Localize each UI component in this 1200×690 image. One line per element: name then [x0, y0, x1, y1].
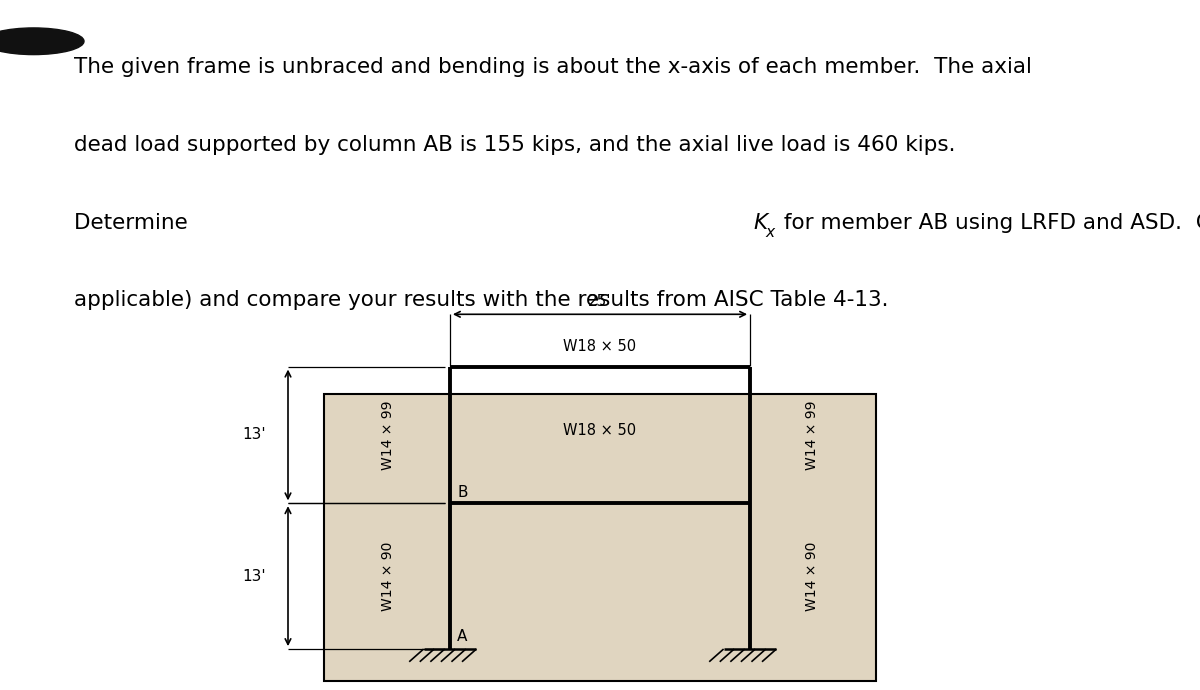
- Text: applicable) and compare your results with the results from AISC Table 4-13.: applicable) and compare your results wit…: [74, 290, 889, 310]
- Text: for member AB using LRFD and ASD.  Calculate the stiffness reduction factors (if: for member AB using LRFD and ASD. Calcul…: [778, 213, 1200, 233]
- Text: W18 × 50: W18 × 50: [564, 423, 636, 438]
- Text: x: x: [766, 225, 775, 239]
- Text: B: B: [457, 484, 468, 500]
- Circle shape: [0, 28, 84, 55]
- Text: W14 × 99: W14 × 99: [380, 400, 395, 470]
- Text: dead load supported by column AB is 155 kips, and the axial live load is 460 kip: dead load supported by column AB is 155 …: [74, 135, 970, 155]
- Text: W14 × 90: W14 × 90: [805, 542, 820, 611]
- Text: 25': 25': [588, 294, 612, 309]
- Text: Determine: Determine: [74, 213, 196, 233]
- Text: The given frame is unbraced and bending is about the x-axis of each member.  The: The given frame is unbraced and bending …: [74, 57, 1032, 77]
- Text: 13': 13': [242, 569, 266, 584]
- Text: A: A: [457, 629, 468, 644]
- Text: 13': 13': [242, 428, 266, 442]
- Text: W14 × 90: W14 × 90: [380, 542, 395, 611]
- Text: W14 × 99: W14 × 99: [805, 400, 820, 470]
- Text: W18 × 50: W18 × 50: [564, 339, 636, 354]
- Bar: [324, 394, 876, 681]
- Text: K: K: [754, 213, 768, 233]
